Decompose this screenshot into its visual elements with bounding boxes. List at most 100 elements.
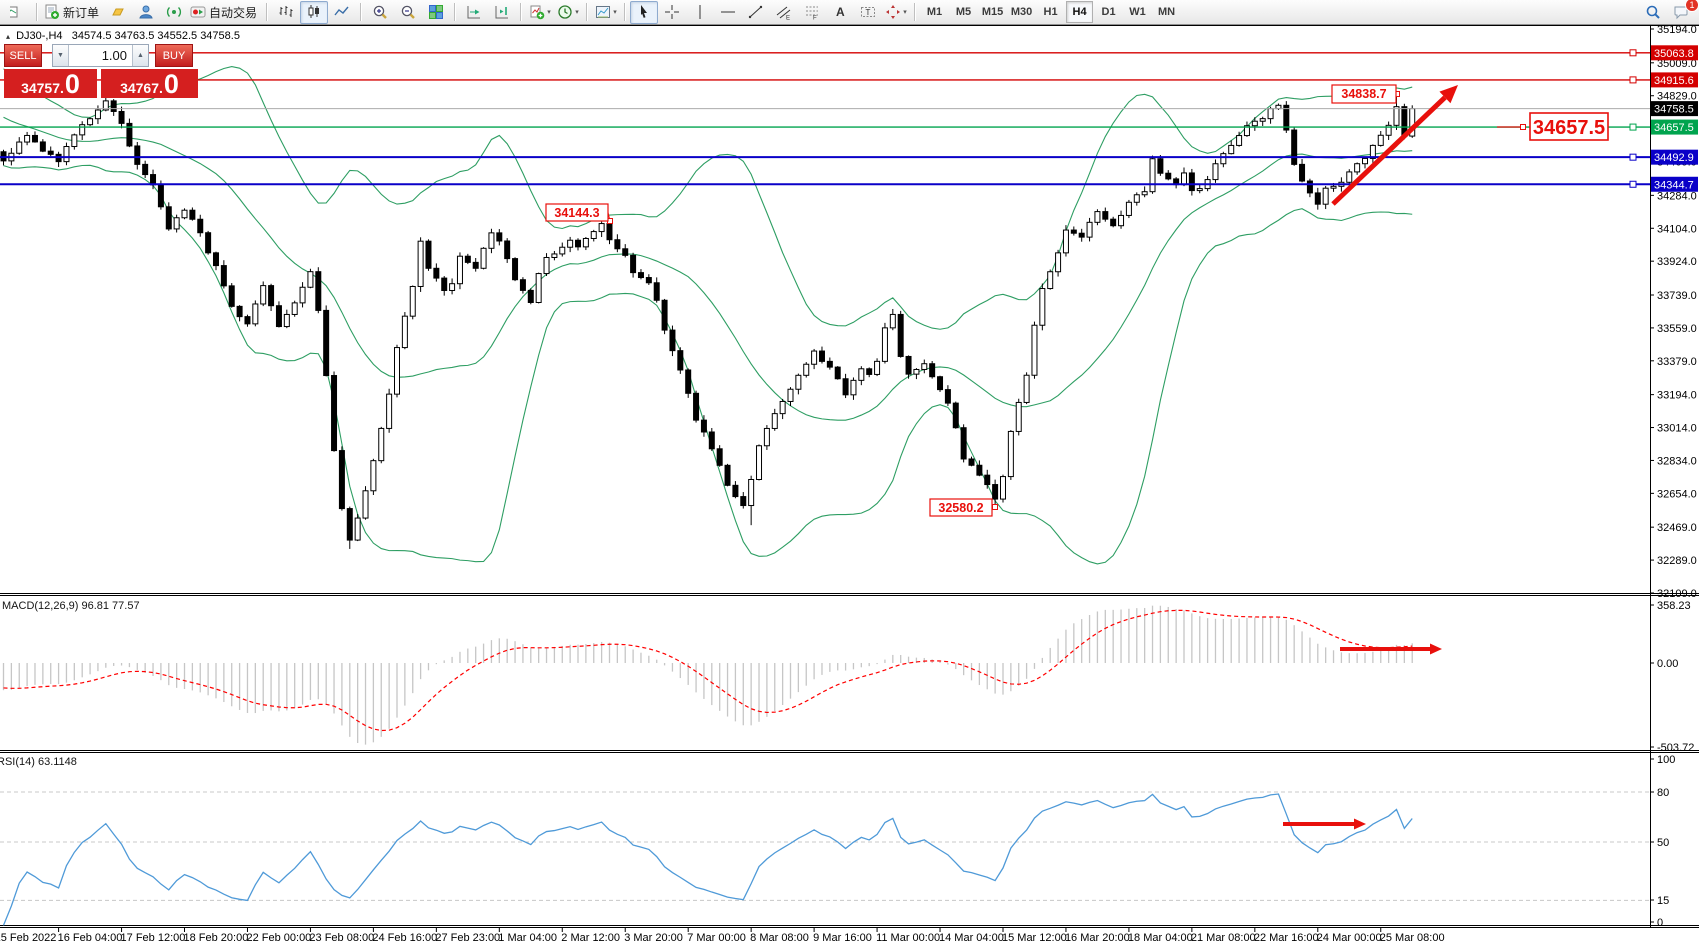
new-order-button[interactable]: 新订单 <box>42 1 104 24</box>
indicators-button-dropdown-icon[interactable]: ▾ <box>547 9 551 16</box>
search-button[interactable] <box>1639 1 1667 24</box>
horizontal-line-button[interactable] <box>714 1 742 24</box>
svg-text:9 Mar 16:00: 9 Mar 16:00 <box>813 932 872 944</box>
annotation-text[interactable]: 32580.2 <box>938 501 983 515</box>
arrows-button-dropdown-icon[interactable]: ▾ <box>903 9 907 16</box>
candle-chart-button[interactable] <box>300 0 329 24</box>
macd-indicator-label: MACD(12,26,9) 96.81 77.57 <box>2 600 140 612</box>
arrows-button[interactable]: ▾ <box>882 1 910 24</box>
hline-handle[interactable] <box>1629 123 1637 131</box>
svg-text:22 Feb 00:00: 22 Feb 00:00 <box>246 932 311 944</box>
hline-handle[interactable] <box>1629 49 1637 57</box>
svg-text:24 Mar 00:00: 24 Mar 00:00 <box>1317 932 1382 944</box>
signal-button[interactable] <box>160 1 188 24</box>
main-toolbar: 新订单 自动交易 ▾ ▾ ▾ E F A T ▾ M1 M5 M15 M30 H1 H4 D1 W1 MN 1 <box>0 0 1699 25</box>
volume-stepper: ▼ ▲ <box>52 44 149 67</box>
indicators-button[interactable]: ▾ <box>526 1 554 24</box>
cursor-button[interactable] <box>630 0 659 24</box>
volume-increase-button[interactable]: ▲ <box>132 45 148 66</box>
annotation-box[interactable] <box>1529 112 1609 141</box>
price-level-lines[interactable] <box>0 49 1650 188</box>
timeframe-button-m30[interactable]: M30 <box>1010 6 1033 18</box>
periods-button[interactable]: ▾ <box>554 1 582 24</box>
volume-decrease-button[interactable]: ▼ <box>53 45 69 66</box>
annotation-anchor[interactable] <box>1520 124 1526 130</box>
clock-icon <box>557 4 573 20</box>
indicator-icon <box>529 4 545 20</box>
autoscroll-button[interactable] <box>460 1 488 24</box>
periods-button-dropdown-icon[interactable]: ▾ <box>575 9 579 16</box>
timeframe-button-m15[interactable]: M15 <box>981 6 1004 18</box>
market-watch-button[interactable] <box>132 1 160 24</box>
annotation-text[interactable]: 34144.3 <box>554 206 599 220</box>
svg-text:33559.0: 33559.0 <box>1657 323 1697 335</box>
annotation-box[interactable] <box>545 203 609 222</box>
candles-icon <box>306 4 322 20</box>
svg-text:18 Feb 20:00: 18 Feb 20:00 <box>184 932 249 944</box>
annotations-layer[interactable]: 34144.3 32580.2 34838.7 34657.5 <box>545 84 1609 517</box>
timeframe-button-m1[interactable]: M1 <box>926 6 943 18</box>
buy-button[interactable]: BUY <box>155 44 193 67</box>
svg-text:11 Mar 00:00: 11 Mar 00:00 <box>876 932 940 944</box>
annotation-box[interactable] <box>1331 84 1397 104</box>
zoom-in-button[interactable] <box>366 1 394 24</box>
toolbar-separator <box>914 3 917 21</box>
timeframe-button-d1[interactable]: D1 <box>1101 6 1116 18</box>
line-chart-button[interactable] <box>328 1 356 24</box>
buy-price-display[interactable]: 34767. 0 <box>101 69 198 98</box>
timeframe-button-h1[interactable]: H1 <box>1043 6 1058 18</box>
window-button[interactable] <box>4 1 32 24</box>
rsi-pane <box>0 791 1650 926</box>
symbol-period-label: DJ30-,H4 <box>16 30 63 42</box>
hline-handle[interactable] <box>1629 76 1637 84</box>
svg-text:34915.6: 34915.6 <box>1654 75 1694 87</box>
trendline-button[interactable] <box>742 1 770 24</box>
svg-text:22 Mar 16:00: 22 Mar 16:00 <box>1254 932 1319 944</box>
channel-button[interactable]: E <box>770 1 798 24</box>
quotes-button[interactable] <box>104 1 132 24</box>
sell-button[interactable]: SELL <box>4 44 42 67</box>
annotation-text[interactable]: 34657.5 <box>1533 117 1605 139</box>
svg-text:24 Feb 16:00: 24 Feb 16:00 <box>372 932 437 944</box>
svg-text:0: 0 <box>1657 917 1663 929</box>
svg-text:15 Mar 12:00: 15 Mar 12:00 <box>1002 932 1067 944</box>
autotrade-button[interactable]: 自动交易 <box>188 1 262 24</box>
sell-price-pips: 0 <box>64 69 80 100</box>
annotation-text[interactable]: 34838.7 <box>1341 87 1386 101</box>
chart-partial-icon <box>10 4 26 20</box>
volume-input[interactable] <box>69 45 132 66</box>
svg-text:F: F <box>813 16 817 21</box>
tile-windows-button[interactable] <box>422 1 450 24</box>
sell-price-display[interactable]: 34757. 0 <box>4 69 97 98</box>
chart-shift-button[interactable] <box>488 1 516 24</box>
trend-arrow-main[interactable] <box>1331 95 1447 206</box>
timeframe-button-mn[interactable]: MN <box>1157 6 1176 18</box>
fibonacci-button[interactable]: F <box>798 1 826 24</box>
bar-chart-button[interactable] <box>272 1 300 24</box>
crosshair-button[interactable] <box>658 1 686 24</box>
zoom-out-button[interactable] <box>394 1 422 24</box>
svg-text:80: 80 <box>1657 787 1669 799</box>
text-label-button[interactable]: T <box>854 1 882 24</box>
trend-arrows[interactable] <box>1283 85 1458 830</box>
timeframe-button-h4[interactable]: H4 <box>1066 1 1094 23</box>
hline-handle[interactable] <box>1629 180 1637 188</box>
toolbar-separator <box>586 3 589 21</box>
text-button[interactable]: A <box>826 1 854 24</box>
templates-button-dropdown-icon[interactable]: ▾ <box>613 9 617 16</box>
annotation-box[interactable] <box>929 498 993 517</box>
annotation-anchor[interactable] <box>992 504 998 510</box>
hline-handle[interactable] <box>1629 153 1637 161</box>
gold-icon <box>110 4 126 20</box>
timeframe-button-m5[interactable]: M5 <box>955 6 972 18</box>
vertical-line-button[interactable] <box>686 1 714 24</box>
channel-icon: E <box>776 4 792 20</box>
notifications-button[interactable]: 1 <box>1667 0 1699 24</box>
timeframe-button-w1[interactable]: W1 <box>1129 6 1146 18</box>
shift-icon <box>494 4 510 20</box>
chart-symbol-header: ▴ DJ30-,H4 34574.5 34763.5 34552.5 34758… <box>6 30 240 42</box>
templates-button[interactable]: ▾ <box>592 1 620 24</box>
svg-text:17 Feb 12:00: 17 Feb 12:00 <box>121 932 186 944</box>
